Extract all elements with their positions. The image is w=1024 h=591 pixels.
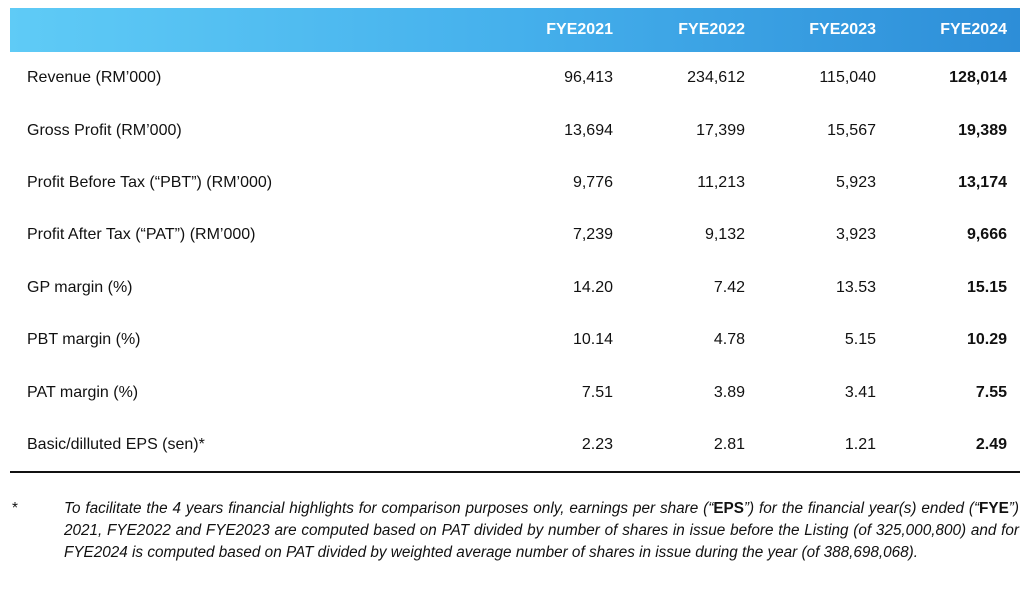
- cell-value: 3.89: [713, 383, 745, 401]
- row-label: Gross Profit (RM’000): [27, 121, 182, 139]
- cell-value: 5.15: [844, 331, 876, 349]
- cell-value: 17,399: [696, 121, 745, 139]
- cell-value: 9,666: [966, 226, 1007, 244]
- cell-value: 3,923: [835, 226, 876, 244]
- row-label: PBT margin (%): [27, 331, 141, 349]
- column-header: FYE2022: [678, 21, 745, 38]
- cell-value: 115,040: [819, 69, 876, 87]
- cell-value: 234,612: [687, 69, 745, 87]
- table-row: Revenue (RM’000) 96,413 234,612 115,040 128,…: [10, 52, 1020, 104]
- cell-value: 7.42: [713, 278, 745, 296]
- cell-value: 7.55: [975, 383, 1007, 401]
- cell-value: 13,174: [958, 173, 1007, 191]
- cell-value: 5,923: [835, 173, 876, 191]
- table-header: FYE2021 FYE2022 FYE2023 FYE2024: [10, 8, 1020, 52]
- cell-value: 7,239: [572, 226, 613, 244]
- column-header: FYE2024: [940, 21, 1007, 38]
- column-header: FYE2021: [546, 21, 613, 38]
- cell-value: 10.29: [966, 331, 1007, 349]
- cell-value: 9,132: [704, 226, 745, 244]
- cell-value: 13,694: [564, 121, 613, 139]
- cell-value: 15.15: [966, 278, 1007, 296]
- table-row: Gross Profit (RM’000) 13,694 17,399 15,567 1…: [10, 104, 1020, 156]
- table-row: GP margin (%) 14.20 7.42 13.53 15.15: [10, 262, 1020, 314]
- cell-value: 2.81: [626, 418, 758, 474]
- row-label: GP margin (%): [27, 278, 133, 296]
- financial-table: FYE2021 FYE2022 FYE2023 FYE2024 Revenue (RM…: [10, 8, 1020, 474]
- row-label: Profit After Tax (“PAT”) (RM’000): [27, 226, 256, 244]
- header-row: FYE2021 FYE2022 FYE2023 FYE2024: [10, 8, 1020, 52]
- footnote-text: To facilitate the 4 years financial high…: [64, 498, 1019, 564]
- cell-value: 11,213: [697, 173, 745, 191]
- table-row: Profit Before Tax (“PBT”) (RM’000) 9,776 1…: [10, 157, 1020, 209]
- cell-value: 1.21: [758, 418, 889, 474]
- cell-value: 7.51: [581, 383, 613, 401]
- cell-value: 14.20: [572, 278, 613, 296]
- cell-value: 13.53: [835, 278, 876, 296]
- cell-value: 19,389: [958, 121, 1007, 139]
- cell-value: 10.14: [572, 331, 613, 349]
- cell-value: 9,776: [572, 173, 613, 191]
- footnote-segment: ”) for the financial year(s) ended (“: [743, 500, 980, 517]
- table-row: Profit After Tax (“PAT”) (RM’000) 7,239 9,…: [10, 209, 1020, 261]
- table-row: PBT margin (%) 10.14 4.78 5.15 10.29: [10, 314, 1020, 366]
- table-row: PAT margin (%) 7.51 3.89 3.41 7.55: [10, 366, 1020, 418]
- cell-value: 96,413: [564, 69, 613, 87]
- footnote-segment: ”) 2021, FYE2022 and FYE2023 are compute…: [64, 500, 1019, 561]
- row-label: Profit Before Tax (“PBT”) (RM’000): [27, 173, 273, 191]
- footnote-marker: *: [12, 500, 18, 517]
- table-row: Basic/dilluted EPS (sen)* 2.23 2.81 1.21 2.4…: [10, 418, 1020, 474]
- cell-value: 128,014: [949, 69, 1007, 87]
- cell-value: 2.49: [889, 418, 1020, 474]
- table-body: Revenue (RM’000) 96,413 234,612 115,040 128,…: [10, 52, 1020, 474]
- cell-value: 4.78: [713, 331, 745, 349]
- cell-value: 15,567: [827, 121, 876, 139]
- column-header: FYE2023: [809, 21, 876, 38]
- row-label: PAT margin (%): [27, 383, 139, 401]
- row-label: Basic/dilluted EPS (sen)*: [10, 418, 493, 474]
- column-header: [10, 8, 493, 52]
- row-label: Revenue (RM’000): [27, 69, 162, 87]
- footnote-segment: To facilitate the 4 years financial high…: [64, 500, 714, 517]
- cell-value: 3.41: [844, 383, 876, 401]
- footnote-term: FYE: [979, 500, 1009, 517]
- cell-value: 2.23: [493, 418, 626, 474]
- footnote-term: EPS: [713, 500, 744, 517]
